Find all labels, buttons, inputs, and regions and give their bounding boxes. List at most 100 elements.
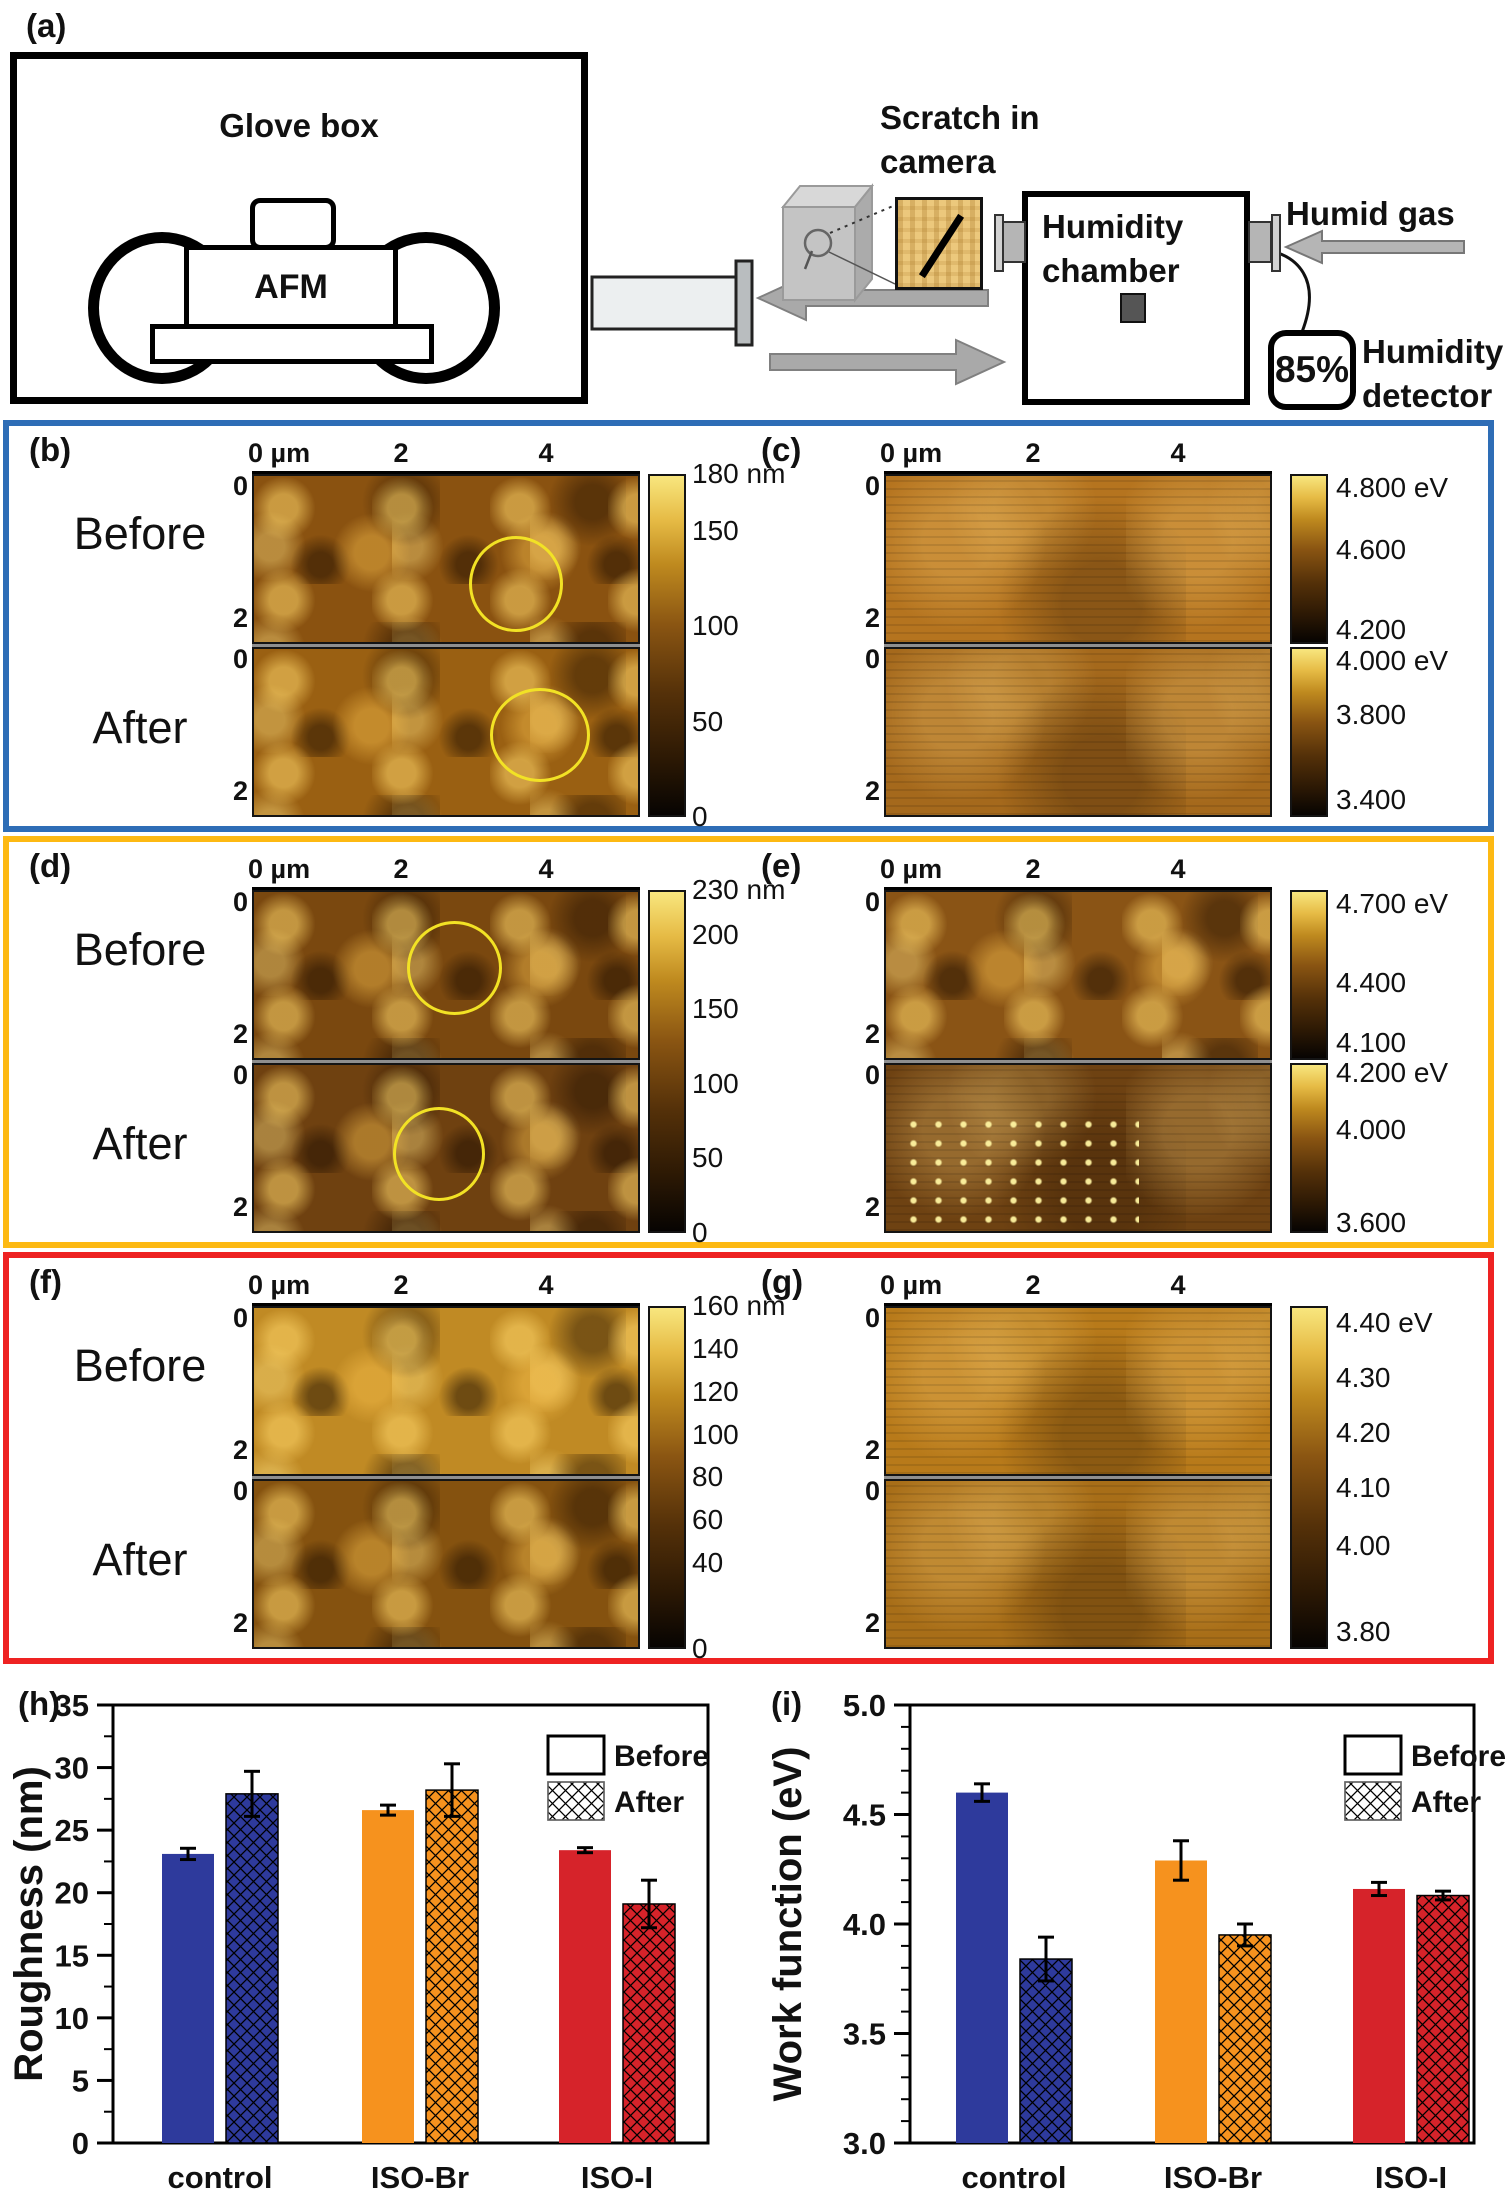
colorbar-tick-label: 4.20 xyxy=(1336,1417,1391,1448)
afm-topography-before-isobr xyxy=(252,890,640,1060)
kpfm-map-before-isobr xyxy=(884,890,1272,1060)
colorbar-tick-label: 4.000 xyxy=(1336,1114,1407,1145)
colorbar-f xyxy=(648,1306,686,1649)
chamber-label-line1: Humidity xyxy=(1042,208,1184,245)
zoom-guide-dotted-line xyxy=(829,205,894,234)
colorbar-tick-label: 4.700 eV xyxy=(1336,888,1449,919)
camera-lens-handle xyxy=(803,250,814,270)
y-tick-label: 0 xyxy=(232,644,248,674)
afm-topography-after-isobr xyxy=(252,1063,640,1233)
y-tick-label: 0 xyxy=(864,644,880,674)
svg-text:ISO-Br: ISO-Br xyxy=(1164,2160,1262,2195)
afm-topography-after-control xyxy=(252,647,640,817)
before-label-d: Before xyxy=(73,924,207,975)
panel-label-i: (i) xyxy=(771,1685,803,1722)
y-tick-label: 0 xyxy=(864,1476,880,1506)
svg-text:control: control xyxy=(961,2160,1066,2195)
humid-gas-label: Humid gas xyxy=(1286,195,1455,232)
afm-topography-before-isoi xyxy=(252,1306,640,1476)
colorbar-tick-label: 4.200 eV xyxy=(1336,1057,1449,1088)
colorbar-tick-label: 100 xyxy=(692,610,739,641)
colorbar-tick-label: 100 xyxy=(692,1068,739,1099)
colorbar-e-after xyxy=(1290,1063,1328,1233)
highlight-circle xyxy=(393,1107,485,1201)
svg-text:Before: Before xyxy=(1411,1740,1506,1773)
panel-a: (a) Glove box AFM Scratch in xyxy=(0,0,1506,418)
svg-text:After: After xyxy=(614,1786,684,1819)
svg-text:25: 25 xyxy=(55,1813,89,1848)
y-tick-label: 0 xyxy=(864,471,880,501)
panel-label-c: (c) xyxy=(761,431,802,468)
panel-label-a: (a) xyxy=(26,7,67,44)
colorbar-tick-label: 4.40 eV xyxy=(1336,1307,1433,1338)
panel-a-overlay xyxy=(590,183,1465,386)
panel-label-b: (b) xyxy=(29,431,72,468)
panel-row-de: (d) Before After 0 µm 2 4 0 2 0 2 230 nm… xyxy=(3,836,1494,1248)
panel-row-bc: (b) Before After 0 µm 2 4 0 2 0 2 180 nm… xyxy=(3,420,1494,832)
x-tick-label: 4 xyxy=(1170,854,1186,884)
colorbar-tick-label: 4.100 xyxy=(1336,1027,1407,1058)
work-function-bar-chart: 3.0 3.5 4.0 4.5 5.0 control ISO-Br ISO-I Before A… xyxy=(766,1688,1506,2195)
panel-label-f: (f) xyxy=(29,1263,62,1300)
colorbar-tick-label: 4.200 xyxy=(1336,614,1407,645)
scratch-mark xyxy=(918,213,965,279)
y-tick-label: 2 xyxy=(864,603,880,633)
y-tick-label: 0 xyxy=(864,887,880,917)
after-label-d: After xyxy=(92,1118,188,1169)
x-axis-c: 0 µm 2 4 xyxy=(880,438,1272,482)
glove-box: Glove box xyxy=(10,52,588,404)
colorbar-tick-label: 4.800 eV xyxy=(1336,472,1449,503)
svg-text:5: 5 xyxy=(72,2063,89,2098)
colorbar-tick-label: 50 xyxy=(692,706,724,737)
chamber-port-right xyxy=(1248,221,1272,263)
x-axis-e: 0 µm 2 4 xyxy=(880,854,1272,898)
y-tick-label: 2 xyxy=(232,603,248,633)
svg-text:4.0: 4.0 xyxy=(843,1907,886,1942)
x-axis-g: 0 µm 2 4 xyxy=(880,1270,1272,1314)
x-axis-f: 0 µm 2 4 xyxy=(248,1270,640,1314)
humidity-sensor xyxy=(1120,293,1146,323)
colorbar-tick-label: 230 nm xyxy=(692,874,786,905)
svg-text:Roughness (nm): Roughness (nm) xyxy=(7,1766,51,2082)
x-tick-label: 4 xyxy=(1170,438,1186,468)
camera-block-side xyxy=(854,183,873,303)
highlight-circle xyxy=(469,536,563,632)
bright-speckle-cluster xyxy=(901,1114,1140,1225)
y-tick-label: 2 xyxy=(232,1608,248,1638)
transfer-arrow-right-icon xyxy=(769,338,1007,386)
y-tick-label: 2 xyxy=(864,1435,880,1465)
svg-text:control: control xyxy=(167,2160,272,2195)
detector-label-line1: Humidity xyxy=(1362,333,1504,370)
before-label-b: Before xyxy=(73,508,207,559)
scratch-caption: Scratch in camera xyxy=(880,96,1040,184)
colorbar-tick-label: 160 nm xyxy=(692,1290,786,1321)
colorbar-e-before xyxy=(1290,890,1328,1060)
y-tick-label: 2 xyxy=(232,1192,248,1222)
y-tick-label: 2 xyxy=(232,776,248,806)
x-tick-label: 0 µm xyxy=(248,854,311,884)
x-tick-label: 4 xyxy=(538,438,554,468)
svg-text:Work function (eV): Work function (eV) xyxy=(766,1747,810,2102)
kpfm-map-before-isoi xyxy=(884,1306,1272,1476)
x-tick-label: 2 xyxy=(1025,438,1041,468)
colorbar-tick-label: 3.400 xyxy=(1336,784,1407,815)
svg-text:20: 20 xyxy=(55,1876,89,1911)
y-tick-label: 0 xyxy=(864,1303,880,1333)
colorbar-tick-label: 4.400 xyxy=(1336,967,1407,998)
afm-head xyxy=(250,198,336,250)
colorbar-tick-label: 180 nm xyxy=(692,458,786,489)
colorbar-tick-label: 150 xyxy=(692,515,739,546)
colorbar-tick-label: 120 xyxy=(692,1376,739,1407)
kpfm-map-after-isoi xyxy=(884,1479,1272,1649)
y-tick-label: 2 xyxy=(232,1019,248,1049)
colorbar-tick-label: 4.600 xyxy=(1336,534,1407,565)
x-axis-d: 0 µm 2 4 xyxy=(248,854,640,898)
kpfm-map-before-control xyxy=(884,474,1272,644)
colorbar-c-before xyxy=(1290,474,1328,644)
svg-text:ISO-I: ISO-I xyxy=(1375,2160,1447,2195)
glove-box-label: Glove box xyxy=(219,107,379,144)
chamber-port-plate-right xyxy=(1271,214,1281,272)
panel-label-h: (h) xyxy=(18,1685,61,1722)
after-label-b: After xyxy=(92,702,188,753)
svg-text:3.0: 3.0 xyxy=(843,2126,886,2161)
